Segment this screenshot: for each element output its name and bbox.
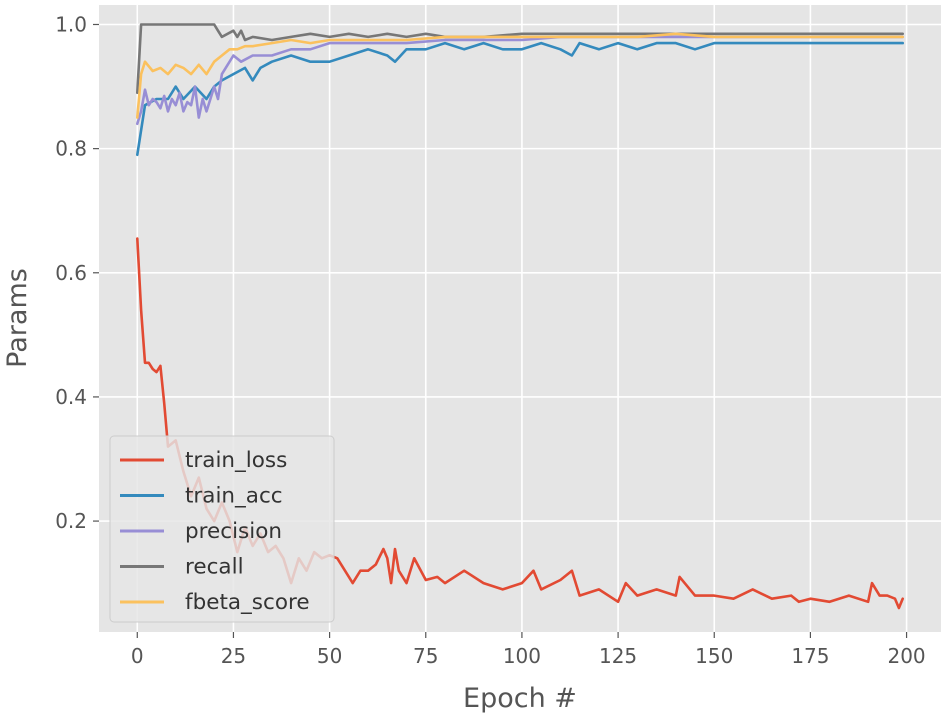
y-tick-label: 0.4 — [55, 385, 87, 409]
legend: train_loss train_acc precision recall fbeta_… — [109, 435, 335, 623]
legend-box — [109, 435, 335, 623]
series-line-fbeta-score — [136, 32, 905, 119]
x-tick-label: 0 — [131, 644, 144, 668]
legend-label-train-loss: train_loss — [185, 448, 287, 473]
legend-label-precision: precision — [185, 519, 282, 544]
x-axis-label: Epoch # — [463, 683, 577, 714]
legend-label-recall: recall — [185, 555, 244, 580]
y-axis-ticks: 0.2 0.4 0.6 0.8 1.0 — [55, 12, 99, 533]
legend-label-train-acc: train_acc — [185, 484, 283, 509]
y-tick-label: 0.6 — [55, 261, 87, 285]
x-tick-label: 50 — [317, 644, 342, 668]
x-tick-label: 200 — [887, 644, 925, 668]
x-tick-label: 175 — [791, 644, 829, 668]
x-tick-label: 125 — [599, 644, 637, 668]
y-tick-label: 0.2 — [55, 509, 87, 533]
grid — [99, 5, 941, 632]
x-tick-label: 25 — [221, 644, 246, 668]
series-line-train-acc — [136, 41, 905, 157]
y-axis-label: Params — [2, 268, 33, 368]
x-axis-ticks: 0 25 50 75 100 125 150 175 200 — [131, 632, 926, 668]
legend-label-fbeta-score: fbeta_score — [185, 590, 310, 615]
x-tick-label: 100 — [503, 644, 541, 668]
x-tick-label: 75 — [413, 644, 438, 668]
x-tick-label: 150 — [695, 644, 733, 668]
y-tick-label: 0.8 — [55, 137, 87, 161]
y-tick-label: 1.0 — [55, 12, 87, 36]
